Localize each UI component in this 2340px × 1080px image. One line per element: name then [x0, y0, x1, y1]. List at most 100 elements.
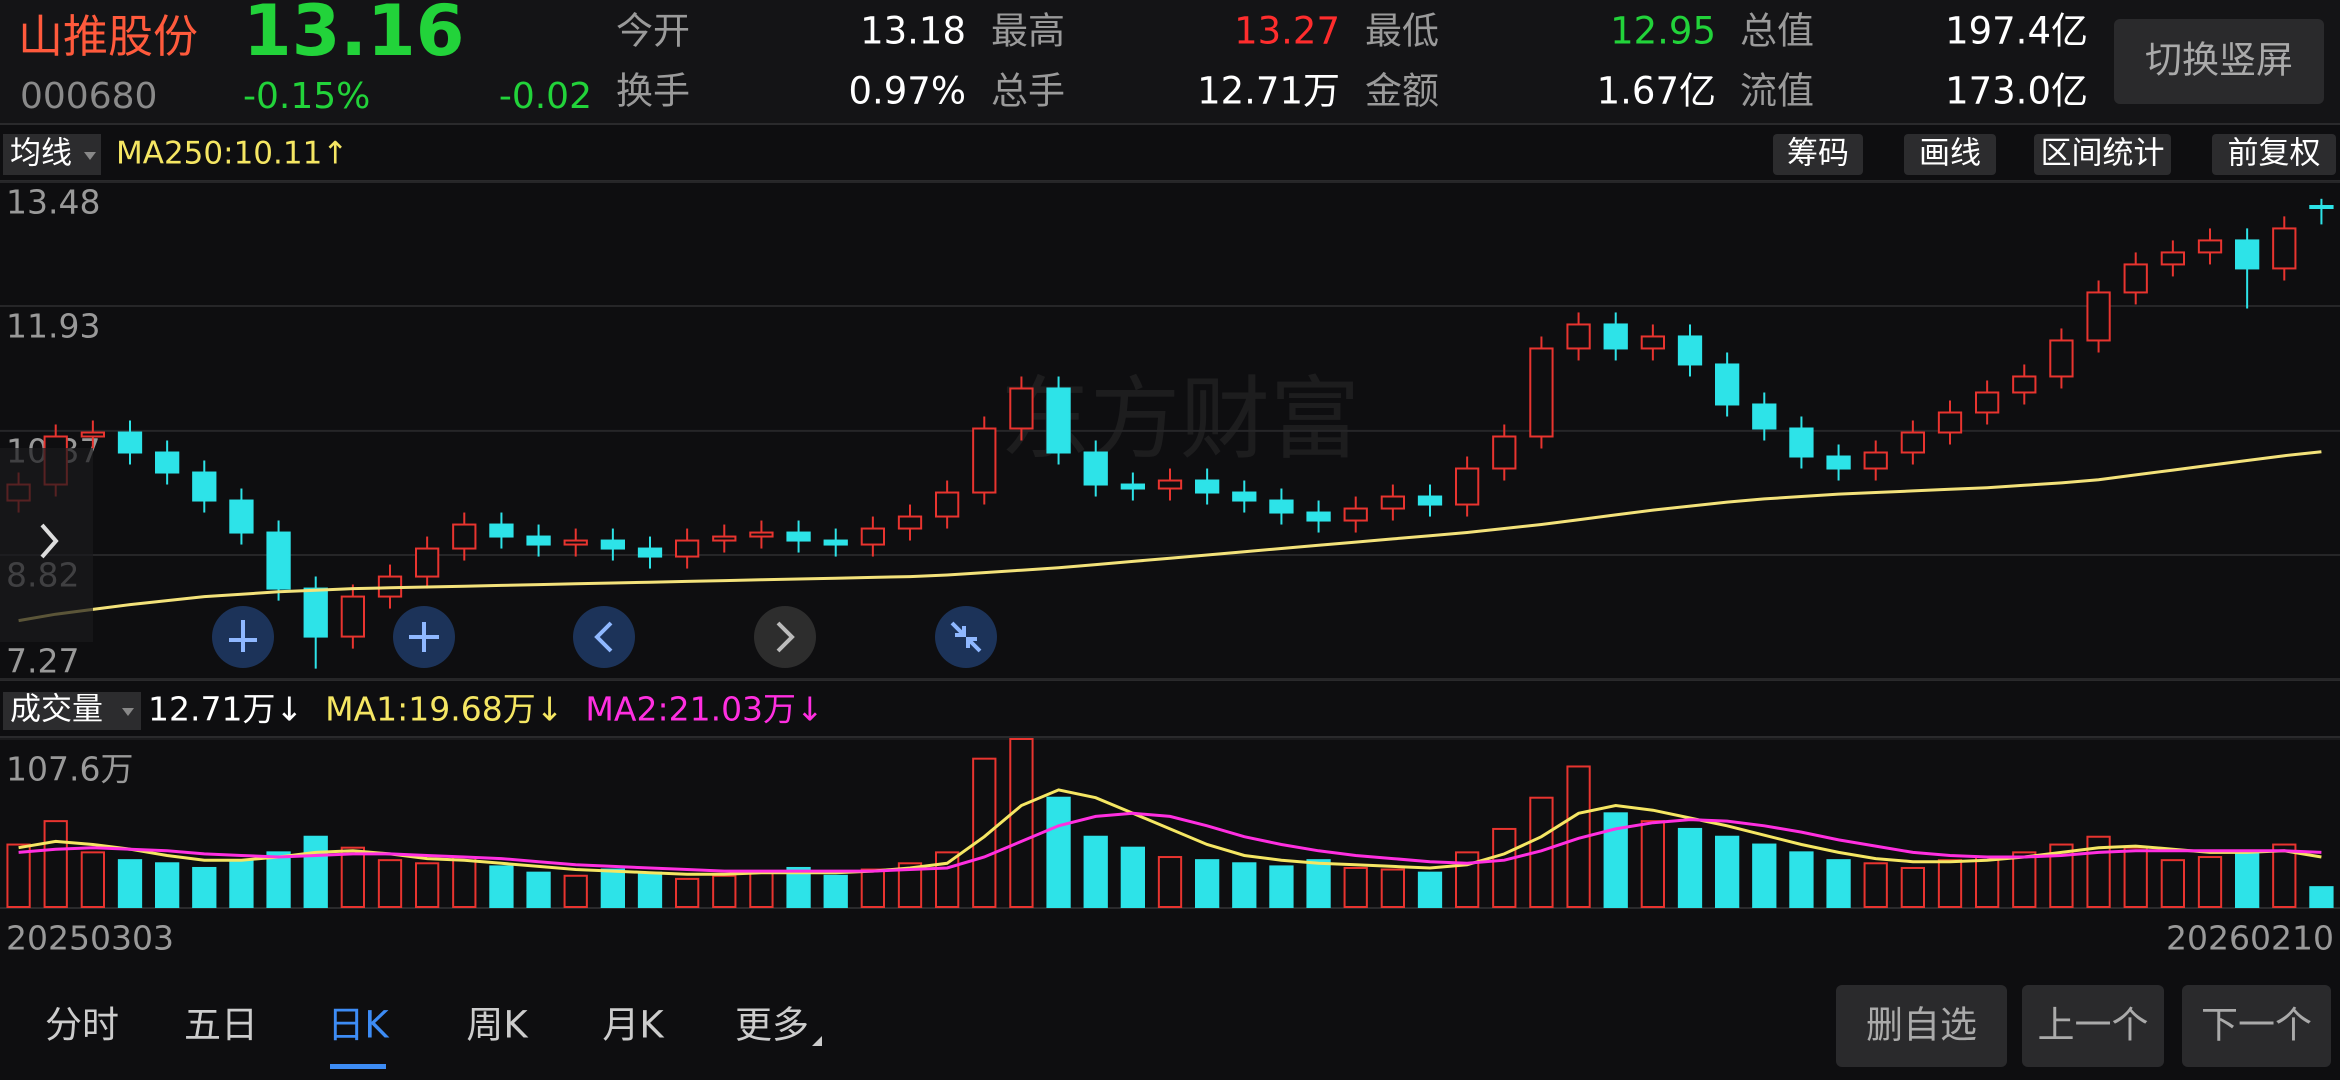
toolbar-button[interactable]	[2212, 134, 2336, 175]
volume-bar	[1083, 835, 1108, 909]
volume-bar	[1603, 812, 1628, 908]
volume-bar	[1120, 846, 1145, 908]
scroll-right-button[interactable]	[754, 606, 816, 668]
expand-icon	[40, 523, 59, 559]
dropdown-arrow	[122, 708, 134, 716]
orientation-button[interactable]	[2114, 19, 2324, 104]
toolbar-button-label[interactable]: 画线	[1919, 136, 1981, 172]
candle-body	[675, 539, 700, 558]
candle-body	[935, 491, 960, 518]
change-pct: -0.15%	[243, 76, 370, 117]
orientation-button-label[interactable]: 切换竖屏	[2145, 39, 2293, 82]
volume-bar	[786, 866, 811, 909]
candle-body	[1306, 511, 1331, 522]
volume-bar	[637, 871, 663, 909]
zoom-out-button[interactable]	[935, 606, 997, 668]
candle-body	[786, 531, 811, 542]
candle-body	[600, 539, 626, 550]
tab[interactable]: 分时	[45, 1004, 119, 1047]
candle-body	[1677, 335, 1703, 366]
shrink-icon	[950, 621, 982, 653]
volume-indicator-select[interactable]	[3, 692, 141, 730]
candle-body	[1195, 479, 1220, 494]
candle-body	[563, 539, 588, 546]
action-button-label[interactable]: 下一个	[2201, 1004, 2312, 1047]
stat-label: 金额	[1365, 70, 1439, 113]
volume-indicator-label[interactable]: 成交量	[10, 692, 103, 728]
volume-legend: MA2:21.03万↓	[585, 690, 823, 729]
volume-bar	[43, 820, 68, 909]
scroll-left-button[interactable]	[573, 606, 635, 668]
candle-body	[1752, 403, 1777, 430]
volume-bar	[1975, 856, 2000, 908]
toolbar-button[interactable]	[1904, 134, 1996, 175]
toolbar-button-label[interactable]: 前复权	[2228, 136, 2321, 172]
stock-name: 山推股份	[18, 10, 198, 63]
candle-body	[340, 595, 366, 638]
y-tick-label: 11.93	[6, 307, 100, 346]
candle-body	[860, 527, 886, 546]
volume-bar	[749, 871, 774, 909]
candle-body	[80, 431, 106, 438]
y-tick-label: 107.6万	[6, 750, 133, 789]
left-icon	[594, 621, 613, 653]
volume-bar	[229, 859, 254, 908]
volume-bar	[266, 851, 291, 908]
candle-body	[1343, 507, 1368, 522]
volume-bar	[1046, 796, 1071, 908]
volume-bar	[1232, 862, 1257, 909]
candle-body	[1120, 483, 1145, 490]
volume-bar	[6, 843, 31, 908]
candle-body	[2123, 263, 2148, 294]
cursor-icon	[229, 620, 257, 652]
stat-label: 最低	[1365, 10, 1439, 53]
volume-bar	[1863, 862, 1888, 909]
volume-legend: 12.71万↓	[148, 690, 303, 729]
volume-bar	[1900, 866, 1925, 909]
candle-body	[117, 431, 143, 454]
volume-bar	[712, 874, 737, 909]
toolbar-button[interactable]	[1773, 134, 1863, 175]
action-button[interactable]	[1836, 985, 2007, 1067]
stat-label: 换手	[616, 70, 690, 113]
side-handle[interactable]	[0, 448, 93, 642]
volume-bar	[340, 846, 366, 908]
ma250-line	[18, 450, 2322, 623]
candle-body	[415, 547, 440, 578]
tab[interactable]: 更多	[735, 1004, 809, 1047]
volume-ma-line	[18, 811, 2322, 873]
candle-body	[1715, 363, 1740, 406]
tab[interactable]: 日K	[327, 1004, 390, 1047]
tab[interactable]: 月K	[602, 1004, 665, 1047]
action-button-label[interactable]: 删自选	[1866, 1004, 1977, 1047]
volume-bar	[1492, 827, 1517, 909]
stat-value: 0.97%	[848, 70, 966, 113]
toolbar-button[interactable]	[2034, 134, 2171, 175]
stat-label: 总手	[991, 70, 1065, 113]
volume-bar	[1195, 859, 1220, 908]
candle-body	[1937, 411, 1963, 434]
tab[interactable]: 五日	[184, 1004, 258, 1047]
action-button[interactable]	[2182, 985, 2331, 1067]
candle-body	[2235, 239, 2260, 270]
toolbar-button-label[interactable]: 筹码	[1787, 136, 1849, 172]
candle-body	[489, 523, 514, 538]
tab[interactable]: 周K	[466, 1004, 529, 1047]
candle-body	[2197, 239, 2223, 254]
indicator-select[interactable]	[3, 134, 101, 175]
candle-body	[1492, 435, 1517, 470]
stat-value: 173.0亿	[1945, 70, 2088, 113]
candle-body	[1380, 495, 1405, 510]
stock-price: 13.16	[243, 0, 464, 72]
action-button[interactable]	[2022, 985, 2164, 1067]
indicator-label[interactable]: 均线	[10, 136, 72, 172]
volume-bar	[1640, 820, 1665, 909]
ma-label: MA250:10.11↑	[116, 136, 348, 172]
candle-body	[1232, 491, 1257, 502]
action-button-label[interactable]: 上一个	[2038, 1004, 2149, 1047]
toolbar-button-label[interactable]: 区间统计	[2041, 136, 2165, 172]
candle-body	[2272, 227, 2297, 270]
stat-value: 12.95	[1610, 10, 1716, 53]
volume-bar	[2272, 843, 2297, 908]
candle-body	[452, 523, 477, 550]
